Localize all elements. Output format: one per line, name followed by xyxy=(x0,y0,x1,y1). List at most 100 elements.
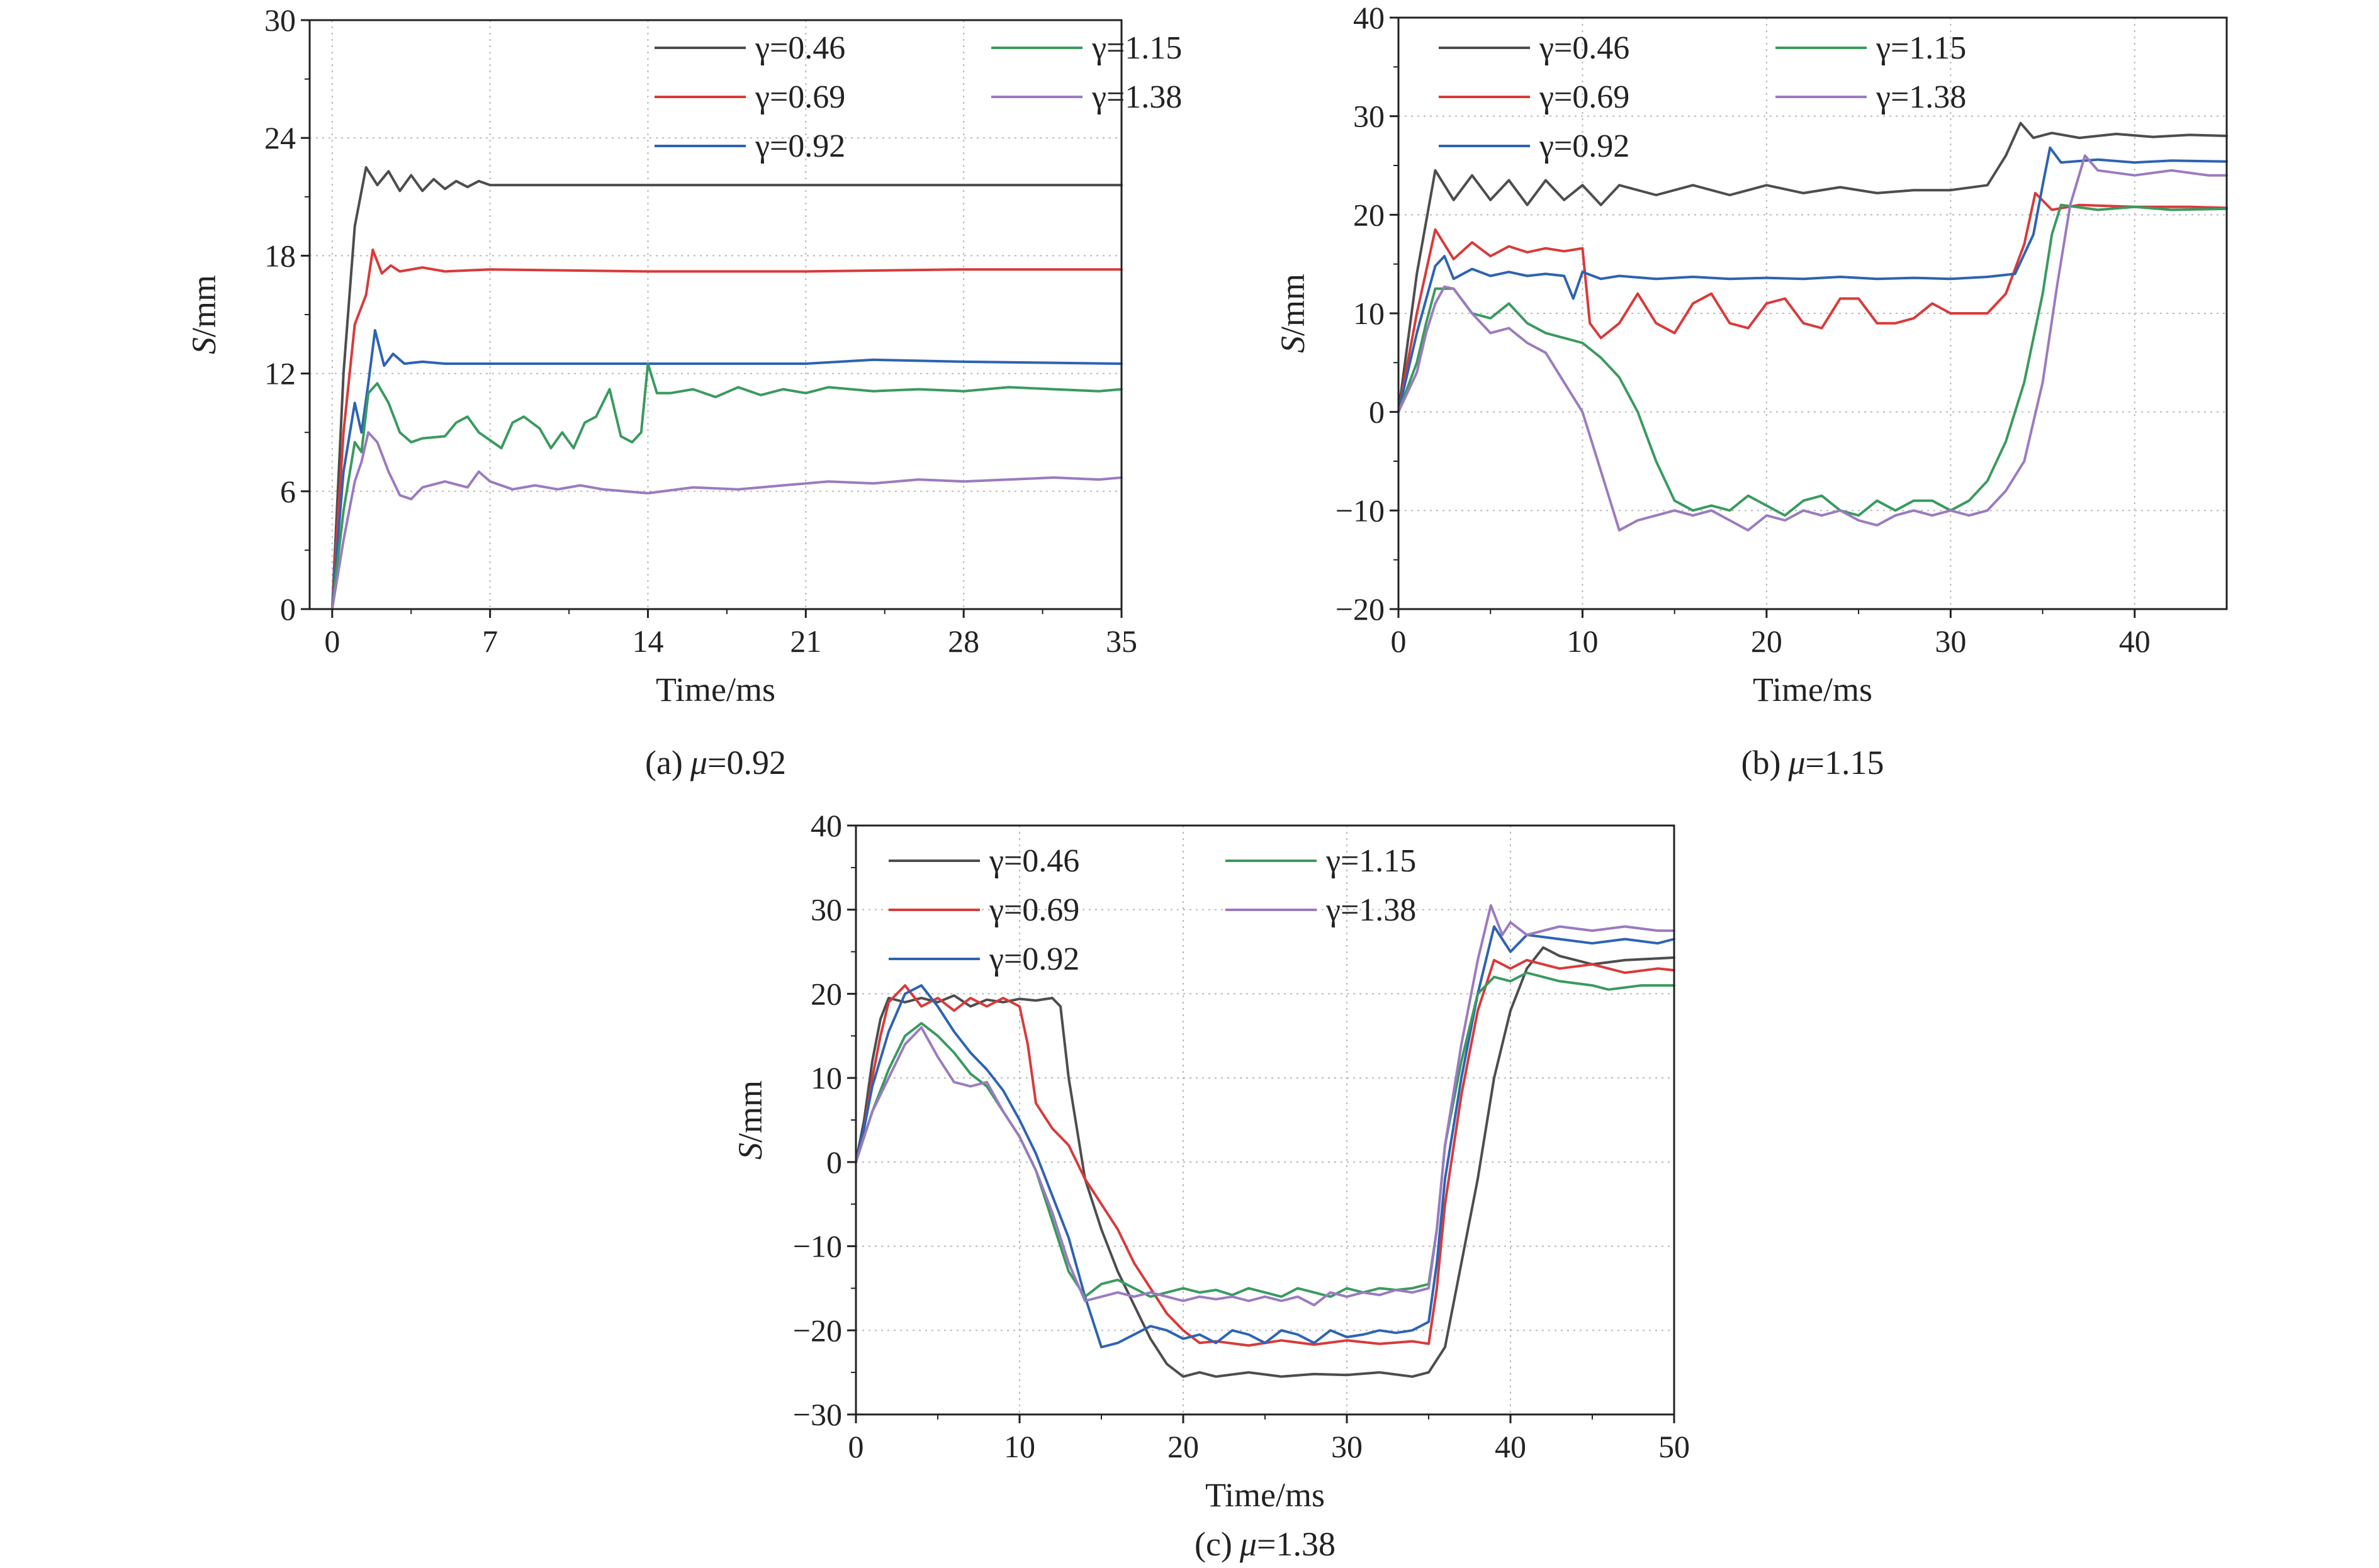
legend-label-2: γ=0.92 xyxy=(989,941,1079,977)
ticks: 0 10 20 30 40 50 −30 −20 −10 0 10 20 30 40 xyxy=(793,808,1690,1464)
panel-caption: (b) μ=1.15 xyxy=(1741,744,1884,781)
legend-label-4: γ=1.38 xyxy=(1876,79,1966,115)
legend-label-3: γ=1.15 xyxy=(1091,30,1182,66)
series-line-0 xyxy=(330,166,1123,610)
y-tick-label: −10 xyxy=(793,1229,842,1264)
ticks: 0 10 20 30 40 −20 −10 0 10 20 30 40 xyxy=(1336,0,2151,659)
x-tick-label: 40 xyxy=(1495,1429,1526,1464)
y-tick-label: 20 xyxy=(811,976,842,1011)
x-tick-label: 14 xyxy=(633,624,664,659)
legend-label-4: γ=1.38 xyxy=(1091,79,1182,115)
y-tick-label: 0 xyxy=(280,591,296,627)
y-axis-label-unit: /mm xyxy=(1274,274,1312,336)
y-axis-label-symbol: S xyxy=(185,337,223,354)
legend-label-1: γ=0.69 xyxy=(1539,79,1629,115)
y-axis-label: S/mm xyxy=(731,1080,769,1160)
caption-value: =1.38 xyxy=(1257,1525,1336,1563)
panel-b: 0 10 20 30 40 −20 −10 0 10 20 30 40 Time/ms S/mm γ=0.4… xyxy=(1274,0,2228,781)
series-line-4 xyxy=(330,431,1123,610)
series-group xyxy=(855,904,1675,1378)
series-line-2 xyxy=(855,925,1675,1348)
x-tick-label: 10 xyxy=(1004,1429,1035,1464)
y-tick-label: 40 xyxy=(811,808,842,843)
series-line-3 xyxy=(855,972,1675,1298)
legend-label-0: γ=0.46 xyxy=(1539,30,1629,66)
x-tick-label: 0 xyxy=(848,1429,864,1464)
y-tick-label: 10 xyxy=(1353,296,1385,331)
y-tick-label: 40 xyxy=(1353,0,1385,35)
caption-value: =1.15 xyxy=(1806,744,1884,781)
y-axis-label: S/mm xyxy=(185,275,223,354)
legend-label-2: γ=0.92 xyxy=(755,128,845,164)
legend-label-4: γ=1.38 xyxy=(1325,892,1416,928)
y-axis-label-unit: /mm xyxy=(731,1080,769,1143)
panel-a: 0 7 14 21 28 350612182430Time/msS/mmγ=0.46γ=0… xyxy=(185,3,1182,781)
x-tick-label: 30 xyxy=(1331,1429,1363,1464)
grid xyxy=(310,20,1122,609)
ticks: 0 7 14 21 28 35 0 6 12 18 24 30 xyxy=(264,3,1137,659)
x-tick-label: 0 xyxy=(324,624,340,659)
y-tick-label: 0 xyxy=(826,1145,842,1180)
y-tick-label: 12 xyxy=(264,356,296,391)
caption-prefix: (b) xyxy=(1741,744,1780,781)
legend-label-3: γ=1.15 xyxy=(1876,30,1966,66)
caption-value: =0.92 xyxy=(707,744,786,781)
legend: γ=0.46 γ=0.69 γ=0.92 γ=1.15 γ=1.38 xyxy=(655,30,1182,164)
y-tick-label: −30 xyxy=(793,1397,842,1432)
x-tick-label: 21 xyxy=(790,624,821,659)
y-tick-label: 10 xyxy=(811,1060,842,1095)
x-tick-label: 20 xyxy=(1167,1429,1199,1464)
series-line-2 xyxy=(1397,146,2228,413)
legend-label-0: γ=0.46 xyxy=(989,843,1079,879)
y-tick-label: 24 xyxy=(264,120,296,155)
y-tick-label: 18 xyxy=(264,238,296,273)
caption-prefix: (a) xyxy=(645,744,683,781)
grid xyxy=(1398,18,2227,609)
grid xyxy=(856,826,1674,1414)
series-line-3 xyxy=(330,362,1123,610)
x-tick-label: 0 xyxy=(1391,624,1407,659)
legend-label-1: γ=0.69 xyxy=(755,79,845,115)
y-axis-label-unit: /mm xyxy=(185,275,223,337)
x-axis-label: Time/ms xyxy=(1753,671,1872,708)
plot-frame xyxy=(1397,16,2228,610)
series-line-3 xyxy=(1397,203,2228,517)
y-axis-label: S/mm xyxy=(1274,274,1312,353)
y-axis-label-symbol: S xyxy=(1274,336,1312,353)
panel-c: 0 10 20 30 40 50 −30 −20 −10 0 10 20 30 40 Time/ms S/mm… xyxy=(731,808,1690,1563)
y-tick-label: −20 xyxy=(1336,591,1385,627)
legend: γ=0.46 γ=0.69 γ=0.92 γ=1.15 γ=1.38 xyxy=(889,843,1416,977)
y-axis-label-symbol: S xyxy=(731,1143,769,1160)
series-line-1 xyxy=(855,958,1675,1347)
legend: γ=0.46 γ=0.69 γ=0.92 γ=1.15 γ=1.38 xyxy=(1439,30,1966,164)
panel-caption: (c) μ=1.38 xyxy=(1195,1525,1336,1563)
x-axis-label: Time/ms xyxy=(1205,1476,1325,1514)
x-tick-label: 28 xyxy=(948,624,979,659)
legend-label-1: γ=0.69 xyxy=(989,892,1079,928)
x-tick-label: 35 xyxy=(1106,624,1137,659)
x-tick-label: 20 xyxy=(1751,624,1782,659)
x-tick-label: 40 xyxy=(2119,624,2151,659)
series-line-0 xyxy=(1397,121,2228,413)
y-tick-label: 6 xyxy=(280,474,296,509)
y-tick-label: 30 xyxy=(264,3,296,38)
series-line-4 xyxy=(1397,154,2228,532)
series-group xyxy=(1397,121,2228,532)
caption-symbol: μ xyxy=(1239,1525,1257,1563)
y-tick-label: −20 xyxy=(793,1313,842,1348)
x-axis-label: Time/ms xyxy=(656,671,775,708)
caption-prefix: (c) xyxy=(1195,1525,1232,1563)
series-line-2 xyxy=(330,329,1123,610)
plot-frame xyxy=(855,824,1675,1416)
series-line-4 xyxy=(855,904,1675,1307)
series-group xyxy=(330,166,1123,610)
plot-frame xyxy=(308,19,1123,610)
legend-label-3: γ=1.15 xyxy=(1325,843,1416,879)
x-tick-label: 30 xyxy=(1935,624,1966,659)
y-tick-label: 30 xyxy=(811,892,842,927)
x-tick-label: 10 xyxy=(1566,624,1598,659)
series-line-0 xyxy=(855,946,1675,1378)
caption-symbol: μ xyxy=(1787,744,1805,781)
series-line-1 xyxy=(1397,191,2228,413)
